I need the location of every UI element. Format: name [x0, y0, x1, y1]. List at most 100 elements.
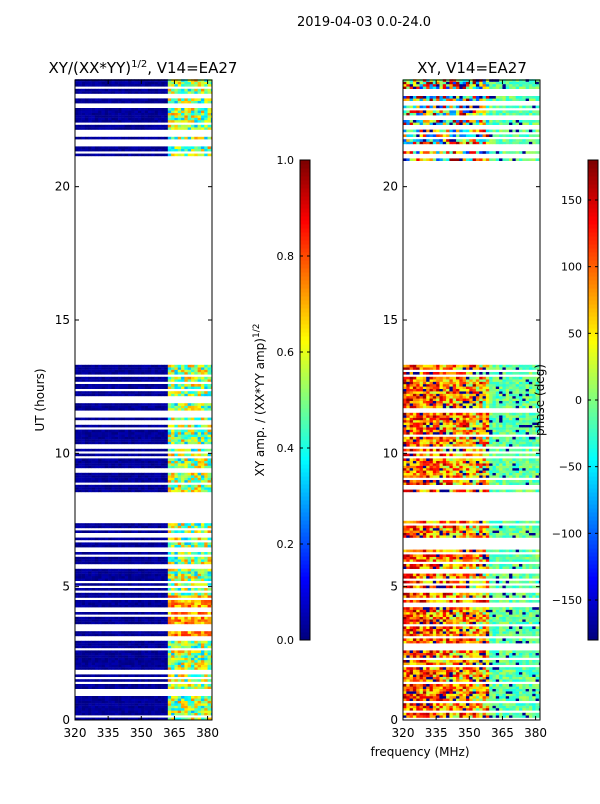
- heatmap-cell: [88, 557, 92, 560]
- heatmap-cell: [439, 706, 443, 709]
- heatmap-cell: [88, 708, 92, 711]
- heatmap-cell: [92, 403, 96, 406]
- heatmap-cell: [430, 706, 434, 709]
- heatmap-cell: [111, 619, 115, 622]
- heatmap-cell: [118, 641, 122, 644]
- heatmap-cell: [125, 612, 129, 615]
- heatmap-cell: [145, 391, 149, 394]
- x-tick-label: 380: [196, 726, 219, 740]
- heatmap-cell: [115, 557, 119, 560]
- heatmap-cell: [125, 113, 129, 116]
- amp-colorbar-segment: [300, 460, 310, 465]
- heatmap-cell: [92, 377, 96, 380]
- heatmap-cell: [430, 715, 434, 718]
- heatmap-cell: [158, 137, 162, 140]
- heatmap-cell: [148, 569, 152, 572]
- heatmap-cell: [201, 403, 205, 406]
- heatmap-cell: [128, 458, 132, 461]
- heatmap-cell: [164, 118, 168, 121]
- heatmap-cell: [456, 691, 460, 694]
- heatmap-cell: [128, 619, 132, 622]
- heatmap-cell: [168, 418, 172, 421]
- heatmap-cell: [148, 118, 152, 121]
- heatmap-cell: [121, 612, 125, 615]
- heatmap-cell: [118, 370, 122, 373]
- heatmap-cell: [82, 588, 86, 591]
- heatmap-cell: [145, 110, 149, 113]
- heatmap-cell: [439, 708, 443, 711]
- heatmap-cell: [473, 696, 477, 699]
- heatmap-cell: [92, 679, 96, 682]
- heatmap-cell: [171, 118, 175, 121]
- heatmap-cell: [131, 408, 135, 411]
- heatmap-cell: [174, 569, 178, 572]
- heatmap-cell: [82, 698, 86, 701]
- heatmap-cell: [161, 538, 165, 541]
- heatmap-cell: [128, 377, 132, 380]
- heatmap-cell: [105, 365, 109, 368]
- heatmap-cell: [88, 703, 92, 706]
- heatmap-cell: [201, 478, 205, 481]
- heatmap-cell: [115, 449, 119, 452]
- heatmap-cell: [171, 545, 175, 548]
- heatmap-cell: [155, 454, 159, 457]
- heatmap-cell: [108, 574, 112, 577]
- heatmap-cell: [121, 617, 125, 620]
- heatmap-cell: [148, 562, 152, 565]
- heatmap-cell: [184, 367, 188, 370]
- heatmap-cell: [158, 665, 162, 668]
- heatmap-cell: [164, 660, 168, 663]
- heatmap-cell: [168, 706, 172, 709]
- heatmap-cell: [456, 706, 460, 709]
- heatmap-cell: [85, 466, 89, 469]
- heatmap-cell: [141, 384, 145, 387]
- heatmap-cell: [204, 593, 208, 596]
- heatmap-cell: [135, 458, 139, 461]
- heatmap-cell: [191, 557, 195, 560]
- heatmap-cell: [161, 487, 165, 490]
- heatmap-cell: [75, 480, 79, 483]
- heatmap-cell: [118, 113, 122, 116]
- heatmap-cell: [201, 593, 205, 596]
- heatmap-cell: [85, 379, 89, 382]
- heatmap-cell: [145, 667, 149, 670]
- heatmap-cell: [426, 694, 430, 697]
- heatmap-cell: [188, 634, 192, 637]
- heatmap-cell: [198, 125, 202, 128]
- heatmap-cell: [158, 425, 162, 428]
- heatmap-cell: [155, 98, 159, 101]
- heatmap-cell: [98, 84, 102, 87]
- heatmap-cell: [443, 689, 447, 692]
- heatmap-cell: [174, 562, 178, 565]
- heatmap-cell: [509, 708, 513, 711]
- heatmap-cell: [92, 458, 96, 461]
- heatmap-cell: [164, 576, 168, 579]
- heatmap-cell: [95, 149, 99, 152]
- heatmap-cell: [168, 432, 172, 435]
- heatmap-cell: [118, 394, 122, 397]
- heatmap-cell: [148, 706, 152, 709]
- heatmap-cell: [135, 523, 139, 526]
- heatmap-cell: [466, 713, 470, 716]
- heatmap-cell: [158, 612, 162, 615]
- heatmap-cell: [92, 605, 96, 608]
- heatmap-cell: [201, 110, 205, 113]
- heatmap-cell: [105, 650, 109, 653]
- heatmap-cell: [102, 442, 106, 445]
- heatmap-cell: [184, 713, 188, 716]
- heatmap-cell: [102, 605, 106, 608]
- heatmap-cell: [148, 530, 152, 533]
- heatmap-cell: [151, 101, 155, 104]
- heatmap-cell: [92, 713, 96, 716]
- heatmap-cell: [95, 372, 99, 375]
- heatmap-cell: [456, 689, 460, 692]
- heatmap-cell: [131, 538, 135, 541]
- heatmap-cell: [194, 458, 198, 461]
- heatmap-cell: [463, 696, 467, 699]
- heatmap-cell: [204, 696, 208, 699]
- heatmap-cell: [161, 461, 165, 464]
- heatmap-cell: [516, 715, 520, 718]
- heatmap-cell: [105, 118, 109, 121]
- heatmap-cell: [479, 694, 483, 697]
- y-tick-label: 5: [62, 580, 70, 594]
